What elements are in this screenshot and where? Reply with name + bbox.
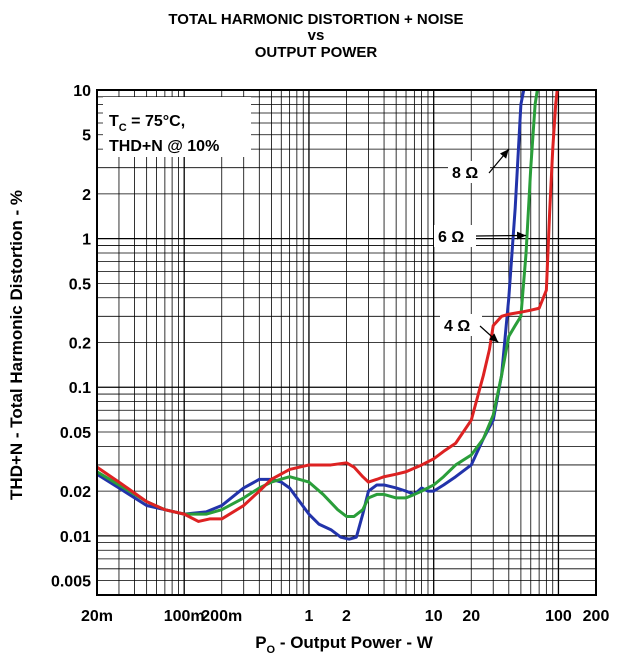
series-line-3 — [97, 90, 559, 523]
callout-bg — [434, 225, 476, 247]
y-tick-label: 0.1 — [69, 380, 91, 397]
x-axis-label-sub: O — [267, 644, 276, 656]
y-tick-label: 0.005 — [51, 574, 91, 591]
x-axis-label: PO - Output Power - W — [255, 633, 434, 656]
condition-temp-sub: C — [119, 122, 127, 134]
x-tick-label: 2 — [342, 608, 351, 625]
chart-title-line3: OUTPUT POWER — [255, 44, 378, 61]
condition-temp: TC = 75°C, — [109, 113, 185, 134]
y-tick-label: 5 — [82, 128, 91, 145]
y-tick-label: 0.2 — [69, 336, 91, 353]
series-line-2 — [97, 90, 539, 518]
y-tick-label: 10 — [73, 83, 91, 100]
y-tick-label: 2 — [82, 187, 91, 204]
condition-box-bg — [103, 97, 251, 157]
plot-frame — [96, 89, 597, 596]
callout-bg — [440, 314, 482, 336]
condition-temp-rest: = 75°C, — [127, 113, 185, 130]
series-callout-2: 6 Ω — [438, 229, 464, 246]
y-axis-label: THD+N - Total Harmonic Distortion - % — [7, 190, 26, 500]
condition-temp-main: T — [109, 113, 119, 130]
x-tick-label: 20 — [462, 608, 480, 625]
callouts: 8 Ω 6 Ω 4 Ω — [434, 148, 527, 343]
callout-arrowhead — [499, 149, 509, 159]
y-tick-label: 0.01 — [60, 529, 91, 546]
callout-arrowhead — [517, 231, 527, 240]
callout-arrowhead — [489, 333, 499, 343]
y-tick-label: 1 — [82, 232, 91, 249]
series-line-1 — [97, 90, 526, 541]
x-tick-label: 200 — [583, 608, 610, 625]
condition-box: TC = 75°C, THD+N @ 10% — [103, 97, 251, 157]
x-tick-label: 1 — [304, 608, 313, 625]
series-callout-3: 4 Ω — [444, 318, 470, 335]
callout-bg — [448, 161, 490, 183]
y-tick-label: 0.5 — [69, 276, 91, 293]
y-tick-label: 0.05 — [60, 425, 91, 442]
series-group — [97, 90, 559, 541]
x-tick-label: 10 — [425, 608, 443, 625]
x-tick-label: 100 — [545, 608, 572, 625]
chart-title-line1: TOTAL HARMONIC DISTORTION + NOISE — [168, 11, 463, 28]
grid — [96, 89, 597, 596]
x-tick-label: 100m — [164, 608, 205, 625]
x-axis-label-rest: - Output Power - W — [275, 633, 434, 652]
series-callout-1: 8 Ω — [452, 165, 478, 182]
x-axis-label-main: P — [255, 633, 266, 652]
x-tick-label: 20m — [81, 608, 113, 625]
y-tick-label: 0.02 — [60, 484, 91, 501]
chart-title-line2: vs — [308, 27, 325, 44]
condition-thd: THD+N @ 10% — [109, 138, 219, 155]
y-tick-labels: 0.005 0.01 0.02 0.05 0.1 0.2 0.5 1 2 5 10 — [51, 83, 91, 591]
x-tick-label: 200m — [201, 608, 242, 625]
